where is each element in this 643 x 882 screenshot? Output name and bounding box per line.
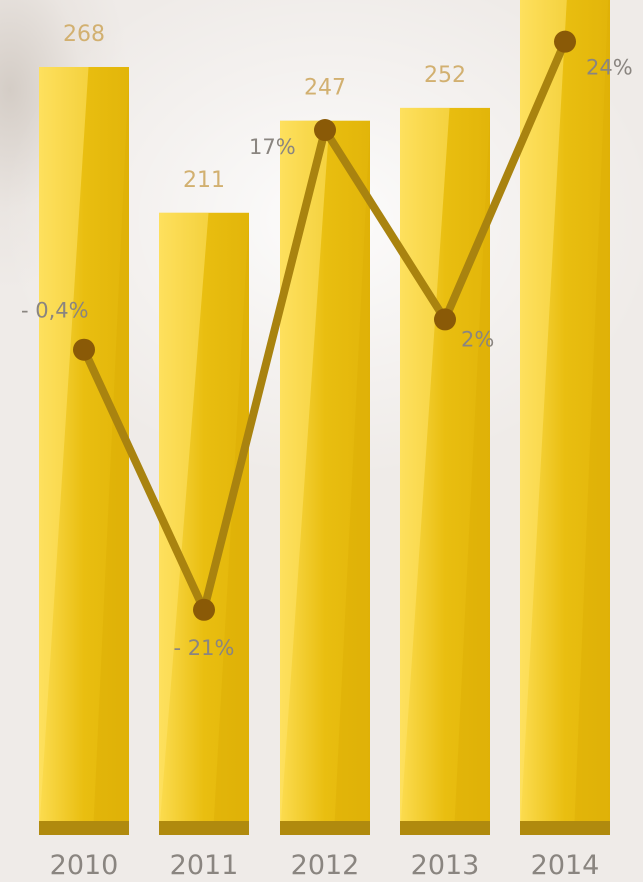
growth-label: - 21% (174, 636, 235, 660)
bar-value-label: 268 (63, 22, 105, 47)
growth-label: 24% (586, 56, 633, 80)
bar-base (520, 821, 610, 835)
growth-label: 2% (461, 327, 494, 351)
bar-value-label: 247 (304, 76, 346, 101)
bar-highlight (520, 0, 567, 835)
bar-shade (334, 124, 370, 835)
bar-base (280, 821, 370, 835)
bar-base (400, 821, 490, 835)
bar-value-label: 211 (183, 168, 225, 193)
bar-shade (454, 111, 490, 835)
growth-point-2014 (554, 30, 576, 53)
x-tick-label: 2010 (50, 850, 119, 881)
bar-highlight (159, 212, 209, 835)
x-tick-label: 2014 (531, 850, 600, 881)
bar-shade (93, 70, 129, 836)
bar-value-label: 252 (424, 63, 466, 88)
bar-2011 (159, 212, 249, 835)
x-tick-label: 2012 (291, 850, 360, 881)
bar-base (39, 821, 129, 835)
bar-shade (213, 216, 249, 835)
bar-2010 (39, 66, 129, 836)
growth-label: 17% (249, 135, 296, 159)
growth-point-2012 (314, 119, 336, 142)
growth-point-2011 (193, 598, 215, 621)
bar-2012 (280, 120, 370, 835)
x-tick-label: 2013 (411, 850, 480, 881)
bar-highlight (280, 120, 330, 835)
growth-point-2010 (73, 338, 95, 361)
growth-point-2013 (434, 308, 456, 331)
bar-highlight (400, 107, 450, 835)
bar-shade (574, 0, 610, 835)
bar-base (159, 821, 249, 835)
x-tick-label: 2011 (170, 850, 239, 881)
bar-2013 (400, 107, 490, 835)
growth-label: - 0,4% (21, 299, 89, 323)
bar-highlight (39, 66, 89, 836)
bar-2014 (520, 0, 610, 835)
